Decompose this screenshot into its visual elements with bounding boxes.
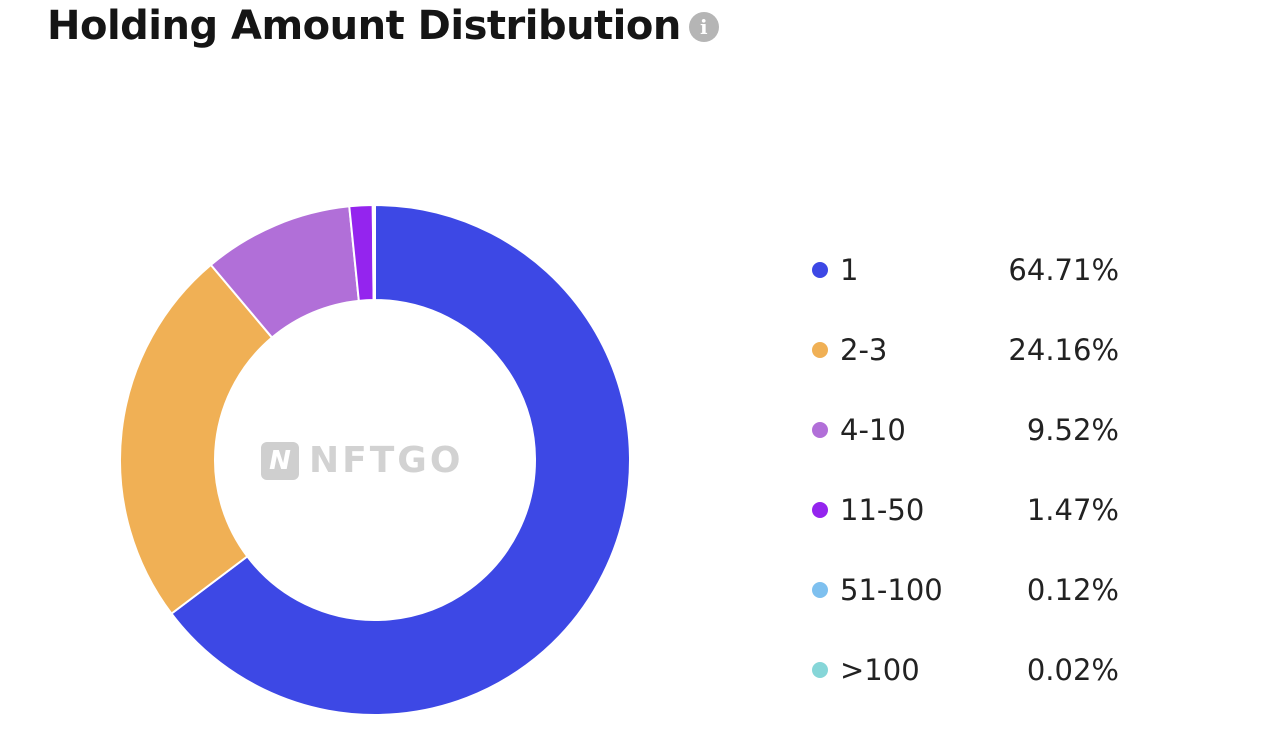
chart-title: Holding Amount Distribution	[47, 3, 681, 49]
donut-slice-2[interactable]	[119, 263, 274, 616]
legend-label: 11-50	[840, 493, 925, 527]
legend-item[interactable]: 51-100 0.12%	[812, 550, 1132, 630]
donut-chart-svg	[119, 203, 631, 716]
legend-color-dot	[812, 342, 828, 358]
donut-chart	[110, 195, 640, 725]
chart-header: Holding Amount Distribution i	[47, 0, 719, 52]
legend-item[interactable]: 1 64.71%	[812, 230, 1132, 310]
legend-value: 64.71%	[1008, 253, 1119, 287]
legend-value: 9.52%	[1026, 413, 1119, 447]
legend-label: 1	[840, 253, 859, 287]
legend-label: >100	[840, 653, 920, 687]
legend-value: 1.47%	[1026, 493, 1119, 527]
chart-legend: 1 64.71% 2-3 24.16% 4-10 9.52% 11-50 1.47% 51-10…	[812, 230, 1132, 710]
legend-value: 0.12%	[1026, 573, 1119, 607]
legend-color-dot	[812, 502, 828, 518]
legend-color-dot	[812, 662, 828, 678]
legend-color-dot	[812, 582, 828, 598]
legend-value: 24.16%	[1008, 333, 1119, 367]
legend-value: 0.02%	[1026, 653, 1119, 687]
legend-color-dot	[812, 262, 828, 278]
legend-item[interactable]: 4-10 9.52%	[812, 390, 1132, 470]
info-icon[interactable]: i	[688, 12, 719, 42]
legend-label: 51-100	[840, 573, 943, 607]
donut-slice-1[interactable]	[170, 203, 631, 716]
legend-label: 4-10	[840, 413, 906, 447]
legend-item[interactable]: 2-3 24.16%	[812, 310, 1132, 390]
legend-item[interactable]: 11-50 1.47%	[812, 470, 1132, 550]
legend-color-dot	[812, 422, 828, 438]
legend-item[interactable]: >100 0.02%	[812, 630, 1132, 710]
legend-label: 2-3	[840, 333, 888, 367]
